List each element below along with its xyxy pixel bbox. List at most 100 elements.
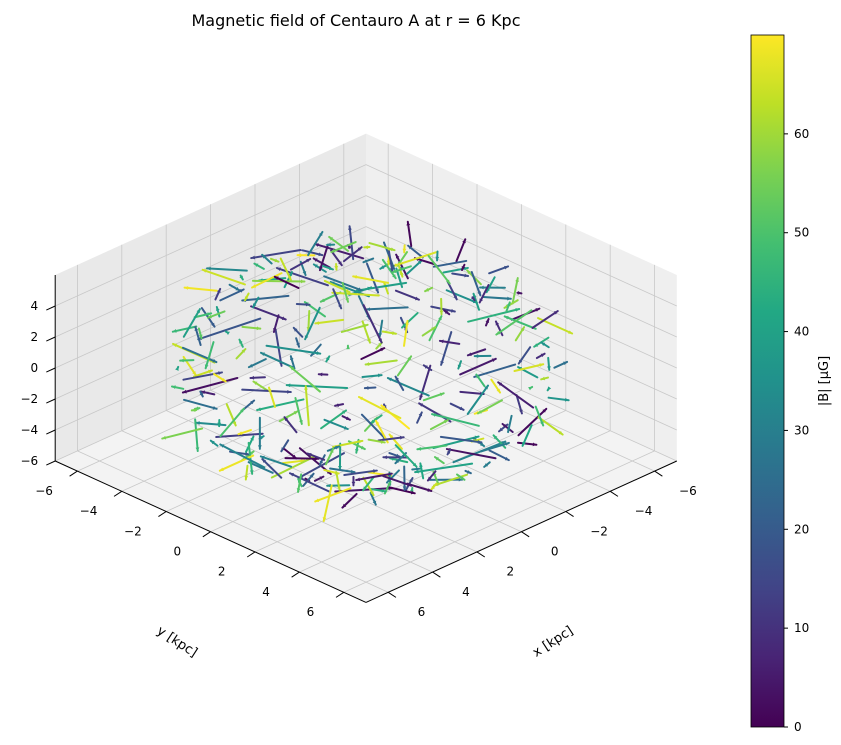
field-vector-head: [289, 356, 294, 361]
field-vector-head: [272, 328, 277, 333]
field-vector-head: [316, 351, 321, 355]
field-vector-head: [201, 390, 206, 395]
tick-label: 6: [307, 605, 315, 619]
tick-label: 4: [31, 299, 39, 313]
field-vector-head: [318, 372, 323, 377]
chart-title: Magnetic field of Centauro A at r = 6 Kp…: [191, 11, 520, 30]
field-vector-head: [327, 242, 331, 247]
tick-label: 6: [418, 605, 426, 619]
tick-label: −2: [590, 524, 608, 538]
field-vector: [497, 381, 535, 409]
field-vector: [215, 432, 264, 439]
field-vector: [459, 357, 497, 376]
field-vector-head: [485, 319, 490, 323]
field-vector-head: [252, 284, 257, 288]
field-vector: [183, 286, 218, 292]
x-axis-label: x [kpc]: [530, 624, 576, 661]
field-vector-head: [358, 439, 363, 444]
field-vector-head: [281, 447, 285, 452]
tick-label: 4: [462, 585, 470, 599]
field-vector-head: [330, 281, 335, 286]
field-vector: [219, 288, 245, 302]
field-vector-head: [458, 477, 463, 482]
field-vector-head: [360, 445, 365, 450]
colorbar-tick-label: 60: [794, 127, 809, 141]
field-vector-head: [427, 488, 432, 492]
tick-label: 0: [551, 545, 559, 559]
field-vector-head: [477, 440, 482, 444]
field-vector-head: [218, 371, 222, 375]
field-vector-head: [284, 417, 289, 422]
field-vector: [482, 296, 512, 300]
field-vector-head: [343, 425, 348, 430]
field-vector-head: [225, 331, 230, 336]
field-vector: [171, 325, 198, 333]
field-vector-head: [357, 287, 362, 291]
colorbar-ticks: 0 10 20 30 40 50 60: [784, 127, 809, 734]
field-vector: [275, 267, 329, 287]
field-vector-head: [535, 308, 540, 312]
field-vector-head: [364, 245, 368, 250]
field-vector: [427, 254, 451, 285]
field-vector-head: [506, 302, 511, 307]
field-vector-head: [476, 374, 480, 379]
field-vector: [352, 275, 390, 284]
field-vector: [416, 444, 448, 451]
field-vector-head: [496, 330, 501, 335]
field-vector: [495, 309, 533, 336]
field-vector-head: [431, 327, 436, 331]
field-vector-head: [363, 486, 367, 491]
field-vector-head: [289, 473, 294, 477]
field-vector-head: [415, 469, 419, 474]
field-vector-head: [180, 358, 184, 363]
field-vector-head: [502, 423, 507, 428]
field-vector-head: [363, 259, 368, 263]
field-vector-head: [477, 291, 481, 296]
field-vector: [368, 242, 396, 252]
field-vector-head: [541, 376, 546, 381]
field-vector: [362, 304, 383, 344]
field-vector-head: [320, 298, 325, 302]
field-vector: [273, 275, 300, 289]
field-vector-head: [392, 274, 396, 279]
field-vector-head: [353, 275, 357, 279]
field-vector-head: [392, 331, 396, 336]
field-vector-head: [440, 360, 444, 365]
field-vector: [432, 259, 468, 268]
field-vector-head: [407, 482, 412, 487]
field-vector-head: [304, 335, 309, 340]
field-vector: [531, 310, 559, 329]
field-vector-head: [345, 297, 349, 302]
field-vector-head: [517, 290, 522, 295]
field-vector: [340, 323, 369, 333]
field-vector-head: [519, 409, 523, 414]
field-vector-head: [406, 221, 411, 226]
field-vector: [355, 472, 393, 482]
field-vector: [219, 407, 245, 438]
field-vector-head: [372, 500, 377, 505]
field-vector-head: [356, 477, 361, 482]
field-vector: [386, 377, 430, 397]
field-vector: [467, 308, 521, 323]
field-vector: [388, 486, 416, 495]
colorbar-tick-label: 40: [794, 325, 809, 339]
field-vector-head: [260, 455, 265, 460]
field-vector-head: [297, 253, 302, 258]
field-vector-head: [172, 329, 177, 333]
field-vector: [452, 440, 507, 464]
field-vector-head: [329, 266, 333, 271]
field-vector: [431, 413, 480, 427]
field-vector-head: [314, 456, 319, 461]
field-vector: [318, 243, 329, 272]
field-vector: [250, 305, 287, 321]
field-vector-head: [435, 256, 440, 261]
field-vector: [195, 421, 227, 427]
field-vector: [413, 257, 437, 266]
field-vector-head: [501, 441, 506, 445]
field-vector: [537, 416, 564, 436]
field-vector-head: [434, 457, 439, 461]
field-vector-head: [378, 332, 383, 337]
field-vector-head: [327, 483, 331, 488]
field-vector-head: [504, 456, 509, 461]
field-vector-head: [467, 270, 471, 275]
